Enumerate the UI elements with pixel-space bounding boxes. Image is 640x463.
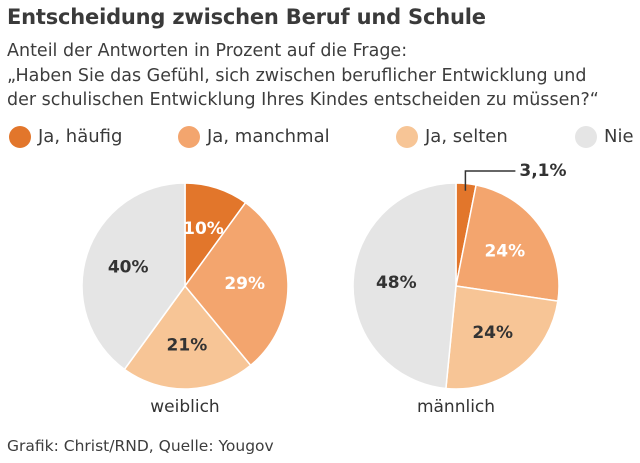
slice-label-weiblich-ja-selten: 21% [167,336,208,356]
legend: Ja, häufig Ja, manchmal Ja, selten Nie [0,124,640,154]
pie-weiblich: 10% 29% 21% 40% [81,182,289,390]
slice-label-maennlich-ja-haeufig: 3,1% [519,161,566,181]
legend-swatch-ja-haeufig [9,126,31,148]
subtitle-line-1: Anteil der Antworten in Prozent auf die … [7,41,408,61]
legend-label-nie: Nie [604,126,634,147]
chart-subtitle: Anteil der Antworten in Prozent auf die … [7,39,599,113]
slice-maennlich-nie [352,182,457,390]
chart-title: Entscheidung zwischen Beruf und Schule [7,5,486,29]
legend-label-ja-selten: Ja, selten [425,126,508,147]
slice-label-weiblich-ja-manchmal: 29% [224,274,265,294]
subtitle-line-3: der schulischen Entwicklung Ihres Kindes… [7,90,599,110]
slice-label-weiblich-ja-haeufig: 10% [183,219,224,239]
pie-maennlich: 3,1% 24% 24% 48% [352,161,567,390]
pie-label-maennlich: männlich [417,397,495,417]
chart-footer: Grafik: Christ/RND, Quelle: Yougov [7,437,274,455]
legend-swatch-ja-selten [396,126,418,148]
legend-label-ja-haeufig: Ja, häufig [38,126,123,147]
slice-weiblich-ja-manchmal [184,201,289,367]
legend-label-ja-manchmal: Ja, manchmal [207,126,330,147]
legend-swatch-nie [575,126,597,148]
slice-label-maennlich-ja-manchmal: 24% [484,242,525,262]
pie-charts: 10% 29% 21% 40% weiblich 3,1% 24% 24% 48% männlic… [81,161,567,417]
subtitle-line-2: „Haben Sie das Gefühl, sich zwischen ber… [7,65,587,86]
legend-swatch-ja-manchmal [178,126,200,148]
slice-maennlich-ja-manchmal [455,184,560,302]
slice-weiblich-ja-selten [123,284,252,390]
slice-label-weiblich-nie: 40% [108,258,149,278]
pie-label-weiblich: weiblich [150,397,219,417]
leader-line-maennlich-ja-haeufig [464,170,516,191]
slice-label-maennlich-ja-selten: 24% [472,323,513,343]
slice-label-maennlich-nie: 48% [376,273,417,293]
slice-maennlich-ja-selten [445,285,559,390]
slice-weiblich-nie [81,182,186,371]
